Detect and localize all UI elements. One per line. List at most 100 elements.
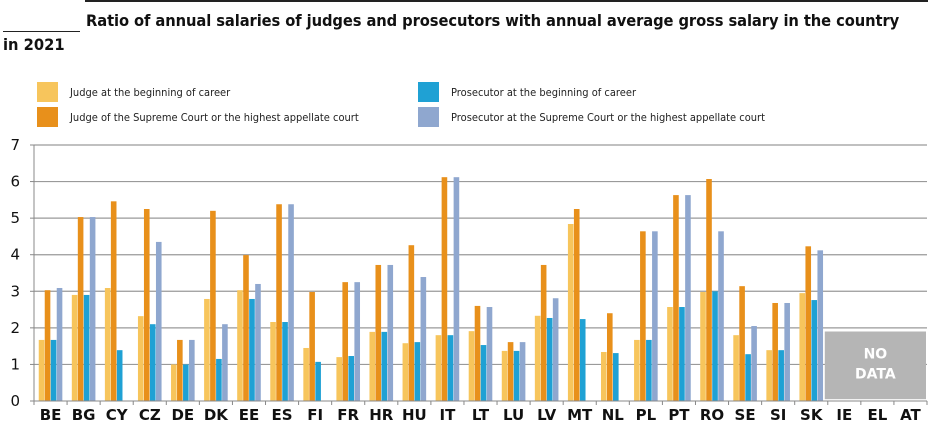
x-tick-label: LT [472,406,490,424]
bar-hr-series-0 [369,331,376,401]
bar-it-series-2 [447,335,454,401]
bar-hu-series-0 [402,343,409,401]
bar-se-series-1 [739,286,745,401]
x-tick-label: AT [900,406,921,424]
bar-pt-series-1 [673,195,679,401]
bar-bg-series-1 [77,217,84,401]
no-data-block: NO DATA [824,331,926,400]
legend-label: Prosecutor at the Supreme Court or the h… [451,110,766,124]
bar-pt-series-3 [685,195,691,401]
bar-pl-series-2 [646,339,652,401]
bar-pt-series-2 [679,307,685,401]
x-tick-label: SI [770,406,786,424]
bar-bg-series-0 [71,294,78,401]
bar-es-series-0 [270,322,276,401]
bar-lv-series-0 [534,315,541,401]
bar-bg-series-3 [89,217,96,401]
bar-fi-series-0 [303,347,309,401]
x-tick-label: CZ [139,406,161,424]
bar-be-series-0 [38,339,45,401]
bar-nl-series-1 [606,313,613,401]
bar-fi-series-1 [309,292,315,401]
bar-pl-series-3 [652,231,658,401]
bar-es-series-1 [276,204,282,401]
legend-item-prosecutor-supreme: Prosecutor at the Supreme Court or the h… [418,107,800,127]
bar-si-series-3 [784,302,790,401]
bar-lt-series-2 [480,345,487,401]
bar-sk-series-1 [805,246,812,401]
x-tick-label: SE [735,406,756,424]
bar-cz-series-3 [155,241,162,401]
x-tick-label: IE [836,406,852,424]
bar-cy-series-2 [116,350,123,401]
bar-es-series-2 [282,322,288,401]
bar-es-series-3 [288,204,294,401]
bar-bg-series-2 [83,294,90,401]
bar-mt-series-1 [573,209,580,401]
y-tick-label: 6 [10,173,20,191]
bar-lt-series-1 [474,305,481,401]
no-data-box [824,331,926,400]
bar-hu-series-3 [420,277,427,401]
legend-label: Judge of the Supreme Court or the highes… [70,110,359,124]
axes [33,145,927,402]
bar-fr-series-2 [348,356,355,401]
x-tick-label: BE [40,406,62,424]
bar-sk-series-0 [799,293,806,401]
bar-ee-series-2 [249,298,255,401]
legend-swatch [37,82,58,102]
bar-se-series-3 [751,326,757,401]
bar-ro-series-1 [706,179,712,401]
x-tick-label: HU [402,406,427,424]
bar-lt-series-3 [486,307,493,401]
bar-si-series-2 [778,350,784,401]
bar-ee-series-3 [255,283,261,401]
bar-fr-series-1 [342,282,349,401]
bar-si-series-1 [772,302,778,401]
bar-fi-series-2 [315,361,321,401]
y-tick-label: 2 [10,319,20,337]
no-data-label-line2: DATA [855,367,896,383]
bar-pt-series-0 [667,307,673,401]
bar-dk-series-2 [216,358,222,401]
bar-lt-series-0 [468,331,475,401]
bar-de-series-0 [171,364,177,401]
chart-title-year: in 2021 [3,35,65,54]
x-tick-label: ES [272,406,293,424]
bar-nl-series-0 [600,351,607,401]
bar-lv-series-2 [546,317,553,401]
bar-hr-series-2 [381,331,388,401]
chart-title: Ratio of annual salaries of judges and p… [86,11,900,30]
legend-item-prosecutor-beginning: Prosecutor at the beginning of career [418,82,657,102]
bar-be-series-1 [44,290,51,401]
x-tick-label: LU [503,406,524,424]
bar-de-series-2 [183,364,189,401]
bar-ro-series-3 [718,231,724,401]
bar-lv-series-3 [552,298,559,401]
x-tick-label: CY [106,406,129,424]
bar-de-series-1 [177,339,183,401]
x-tick-label: PL [636,406,657,424]
bar-ro-series-0 [700,292,706,401]
bar-se-series-2 [745,354,751,401]
x-tick-label: IT [440,406,457,424]
x-tick-label: EE [239,406,260,424]
bar-hr-series-3 [387,264,394,401]
gridlines [34,144,927,366]
bar-it-series-3 [453,177,460,401]
legend-swatch [418,82,439,102]
bar-si-series-0 [766,350,772,401]
bar-it-series-0 [435,335,442,401]
y-axis-ticks: 0 1 2 3 4 5 6 7 [10,136,34,410]
bar-dk-series-0 [204,298,210,401]
x-tick-label: DK [204,406,229,424]
bar-cy-series-0 [104,287,111,401]
x-tick-label: FI [307,406,323,424]
bar-lu-series-1 [507,342,514,401]
bar-fr-series-3 [354,282,361,401]
bar-ro-series-2 [712,291,718,401]
bar-de-series-3 [189,339,195,401]
legend-label: Judge at the beginning of career [70,85,231,99]
bar-lv-series-1 [540,264,547,401]
bar-cz-series-1 [143,209,150,401]
